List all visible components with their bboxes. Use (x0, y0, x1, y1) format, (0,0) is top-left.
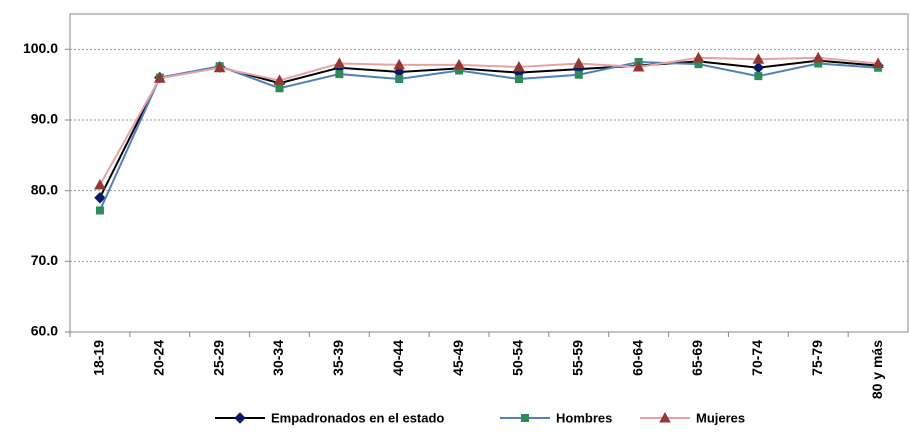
point (213, 61, 226, 73)
x-tick-label: 75-79 (809, 340, 825, 376)
x-tick-label: 20-24 (150, 340, 166, 376)
point (513, 60, 525, 72)
point (395, 75, 404, 84)
legend-marker (659, 411, 671, 423)
point (94, 192, 106, 204)
point (514, 75, 523, 84)
series-line (99, 61, 879, 211)
point (872, 57, 884, 68)
legend-label: Hombres (556, 410, 612, 425)
point (333, 57, 346, 68)
legend-marker (521, 414, 529, 422)
point (95, 206, 104, 215)
x-tick-label: 70-74 (749, 340, 765, 376)
x-tick-label: 25-29 (210, 340, 226, 376)
point (754, 72, 763, 81)
y-tick-label: 60.0 (31, 323, 58, 339)
point (692, 51, 705, 63)
legend-marker (234, 412, 246, 424)
point (632, 60, 645, 72)
x-tick-label: 40-44 (390, 340, 406, 376)
y-tick-label: 80.0 (31, 181, 58, 197)
point (453, 58, 465, 70)
x-tick-label: 50-54 (510, 340, 526, 376)
y-tick-label: 90.0 (31, 111, 58, 127)
y-tick-label: 100.0 (23, 40, 58, 56)
x-tick-label: 30-34 (270, 340, 286, 376)
x-tick-label: 18-19 (91, 340, 107, 376)
point (572, 57, 585, 68)
legend-label: Empadronados en el estado (271, 410, 444, 425)
point (335, 70, 344, 79)
x-tick-label: 45-49 (450, 340, 466, 376)
point (574, 70, 583, 79)
legend-label: Mujeres (696, 410, 745, 425)
point (275, 84, 284, 93)
x-tick-label: 65-69 (689, 340, 705, 376)
series-line (99, 59, 879, 199)
point (273, 74, 286, 85)
point (393, 58, 406, 70)
plot-border (69, 13, 909, 333)
x-tick-label: 80 y más (869, 340, 885, 399)
x-tick-label: 60-64 (629, 340, 645, 376)
y-tick-label: 70.0 (31, 252, 58, 268)
series-line (99, 56, 879, 186)
point (94, 178, 106, 190)
point (153, 72, 166, 83)
x-tick-label: 55-59 (569, 340, 585, 376)
x-tick-label: 35-39 (330, 340, 346, 376)
point (752, 61, 765, 74)
point (752, 53, 765, 64)
point (812, 51, 825, 63)
